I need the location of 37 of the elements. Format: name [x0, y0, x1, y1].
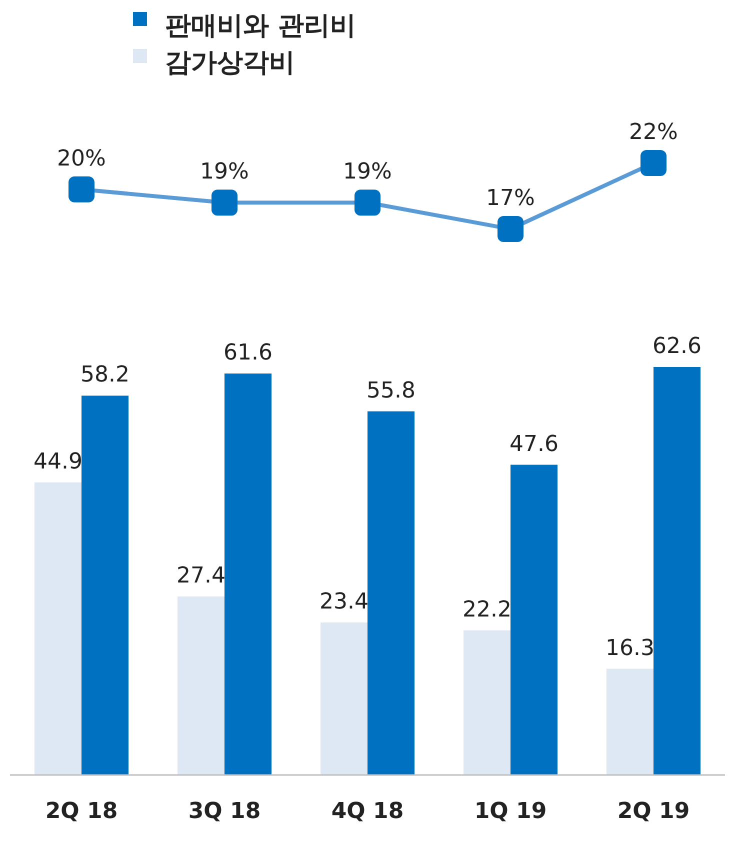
point — [68, 176, 94, 202]
data-label: 58.2 — [80, 362, 130, 388]
bar — [510, 464, 558, 775]
legend-label: 판매비와 관리비 — [165, 11, 356, 41]
x-tick-label: 4Q 18 — [331, 799, 404, 824]
legend-label: 감가상각비 — [165, 48, 295, 78]
data-label: 22.2 — [462, 597, 512, 622]
x-tick-label: 3Q 18 — [188, 799, 261, 824]
data-label: 62.6 — [652, 334, 702, 359]
bar — [606, 668, 654, 775]
bar — [464, 630, 510, 775]
point — [212, 190, 238, 216]
data-label: 20% — [57, 146, 106, 172]
point — [498, 216, 524, 242]
bar — [320, 622, 368, 775]
data-label: 55.8 — [366, 378, 416, 404]
data-label: 19% — [200, 160, 249, 185]
point — [354, 190, 380, 216]
x-tick-label: 1Q 19 — [474, 799, 547, 824]
bar — [368, 411, 414, 775]
bar — [82, 396, 128, 775]
point — [640, 150, 666, 176]
data-label: 44.9 — [34, 449, 82, 474]
x-tick-label: 2Q 19 — [617, 799, 690, 824]
data-label: 17% — [486, 186, 535, 211]
data-label: 47.6 — [510, 432, 558, 457]
data-label: 16.3 — [606, 636, 654, 661]
data-label: 22% — [629, 120, 678, 145]
data-label: 27.4 — [176, 563, 226, 588]
bar — [34, 482, 82, 775]
bar — [224, 374, 272, 775]
bar — [178, 596, 224, 775]
data-label: 19% — [343, 160, 392, 185]
bar — [654, 367, 700, 775]
data-label: 23.4 — [320, 589, 368, 614]
data-label: 61.6 — [224, 340, 272, 366]
x-tick-label: 2Q 18 — [45, 799, 118, 824]
